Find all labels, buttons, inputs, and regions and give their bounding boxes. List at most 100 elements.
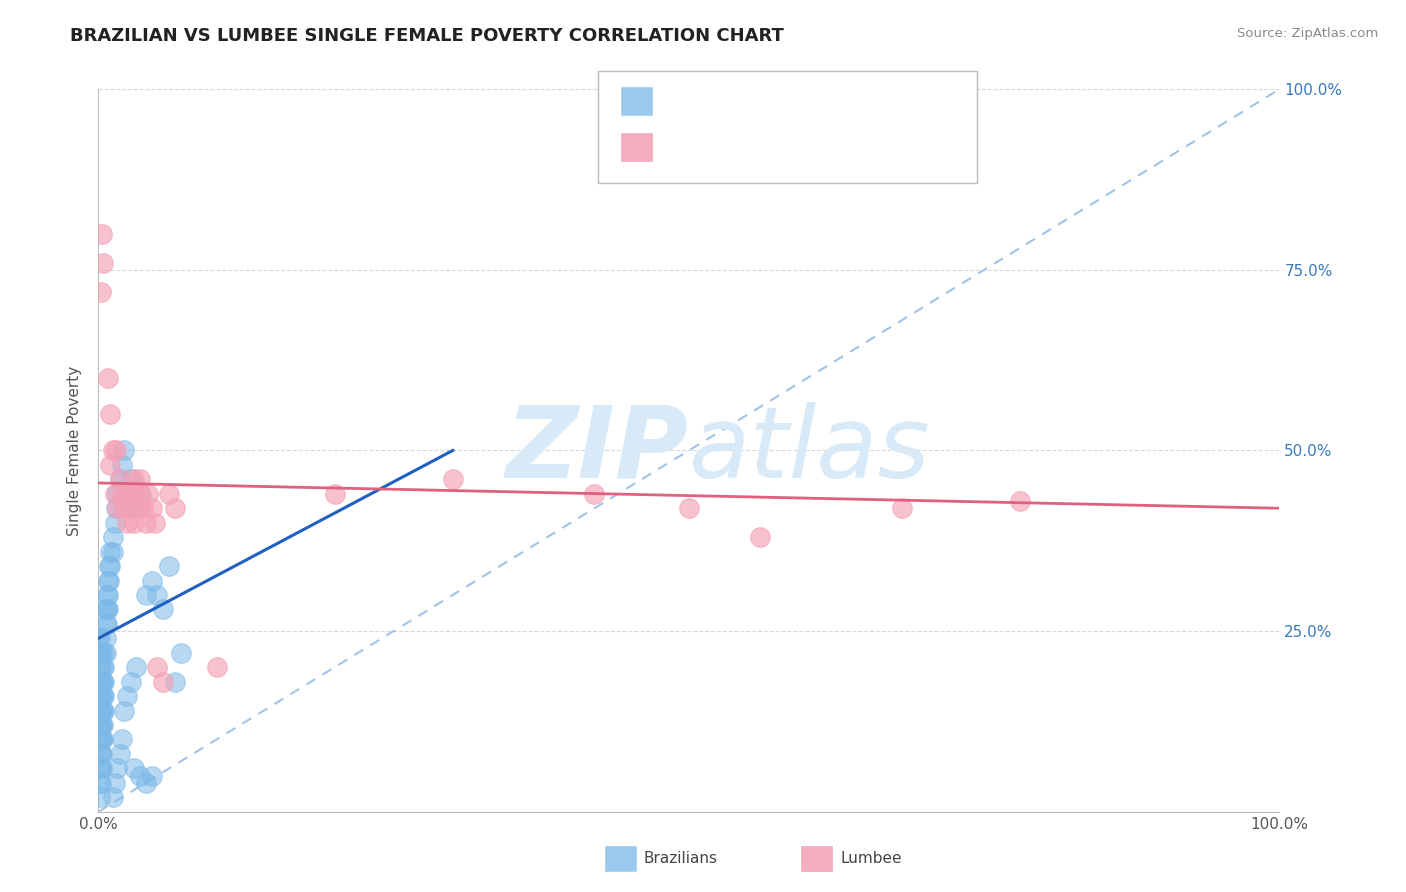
Point xyxy=(117,487,139,501)
Point xyxy=(205,660,228,674)
Point xyxy=(97,602,120,616)
Point xyxy=(112,443,135,458)
Point xyxy=(101,443,124,458)
Point xyxy=(112,704,135,718)
Point xyxy=(122,472,145,486)
Point xyxy=(87,632,110,646)
Point xyxy=(96,588,118,602)
Point xyxy=(115,689,138,703)
Point xyxy=(89,689,111,703)
Point xyxy=(128,487,150,501)
Point xyxy=(90,776,112,790)
Text: atlas: atlas xyxy=(689,402,931,499)
Point xyxy=(89,761,111,775)
Point xyxy=(96,616,118,631)
Point xyxy=(323,487,346,501)
Point xyxy=(141,769,163,783)
Point xyxy=(91,704,114,718)
Point xyxy=(135,516,157,530)
Point xyxy=(108,472,131,486)
Text: ZIP: ZIP xyxy=(506,402,689,499)
Point xyxy=(90,761,112,775)
Point xyxy=(678,501,700,516)
Point xyxy=(91,732,114,747)
Point xyxy=(121,674,143,689)
Point xyxy=(165,674,187,689)
Text: Lumbee: Lumbee xyxy=(841,851,903,865)
Point xyxy=(128,501,150,516)
Point xyxy=(111,487,134,501)
Point xyxy=(170,646,193,660)
Point xyxy=(93,674,115,689)
Point xyxy=(91,689,114,703)
Point xyxy=(105,501,128,516)
Point xyxy=(90,689,112,703)
Point xyxy=(91,718,114,732)
Point xyxy=(89,674,111,689)
Point xyxy=(91,660,114,674)
Point xyxy=(89,732,111,747)
Point xyxy=(91,689,114,703)
Point xyxy=(135,588,157,602)
Point xyxy=(146,660,169,674)
Point xyxy=(91,704,114,718)
Point xyxy=(129,487,152,501)
Text: N =: N = xyxy=(804,138,844,156)
Point xyxy=(122,761,145,775)
Point xyxy=(105,487,128,501)
Point xyxy=(125,487,148,501)
Point xyxy=(94,602,117,616)
Point xyxy=(93,660,115,674)
Point xyxy=(89,632,111,646)
Point xyxy=(90,285,112,299)
Point xyxy=(121,487,143,501)
Point xyxy=(91,227,114,241)
Point xyxy=(93,646,115,660)
Point xyxy=(98,407,121,421)
Point xyxy=(91,255,114,269)
Point xyxy=(128,472,150,486)
Point xyxy=(90,674,112,689)
Point xyxy=(128,769,150,783)
Point xyxy=(122,516,145,530)
Point xyxy=(104,516,127,530)
Point xyxy=(90,646,112,660)
Point xyxy=(105,761,128,775)
Point xyxy=(97,371,120,385)
Point xyxy=(89,790,111,805)
Point xyxy=(93,704,115,718)
Text: 0.410: 0.410 xyxy=(716,92,772,110)
Text: N =: N = xyxy=(804,92,844,110)
Point xyxy=(91,761,114,775)
Text: Source: ZipAtlas.com: Source: ZipAtlas.com xyxy=(1237,27,1378,40)
Text: R =: R = xyxy=(661,92,706,110)
Point xyxy=(105,443,128,458)
Point xyxy=(91,747,114,761)
Point xyxy=(89,776,111,790)
Text: 40: 40 xyxy=(860,138,886,156)
Point xyxy=(105,501,128,516)
Point xyxy=(89,718,111,732)
Point xyxy=(94,646,117,660)
Point xyxy=(111,458,134,472)
Point xyxy=(89,646,111,660)
Point xyxy=(89,704,111,718)
Point xyxy=(122,501,145,516)
Point xyxy=(93,689,115,703)
Point xyxy=(91,732,114,747)
Point xyxy=(1008,494,1031,508)
Point xyxy=(141,501,163,516)
Text: Brazilians: Brazilians xyxy=(644,851,718,865)
Point xyxy=(104,776,127,790)
Point xyxy=(146,588,169,602)
Point xyxy=(91,674,114,689)
Point xyxy=(108,747,131,761)
Text: R =: R = xyxy=(661,138,706,156)
Point xyxy=(111,732,134,747)
Point xyxy=(143,516,166,530)
Point xyxy=(157,487,180,501)
Point xyxy=(152,674,174,689)
Point xyxy=(94,616,117,631)
Point xyxy=(101,790,124,805)
Point xyxy=(890,501,912,516)
